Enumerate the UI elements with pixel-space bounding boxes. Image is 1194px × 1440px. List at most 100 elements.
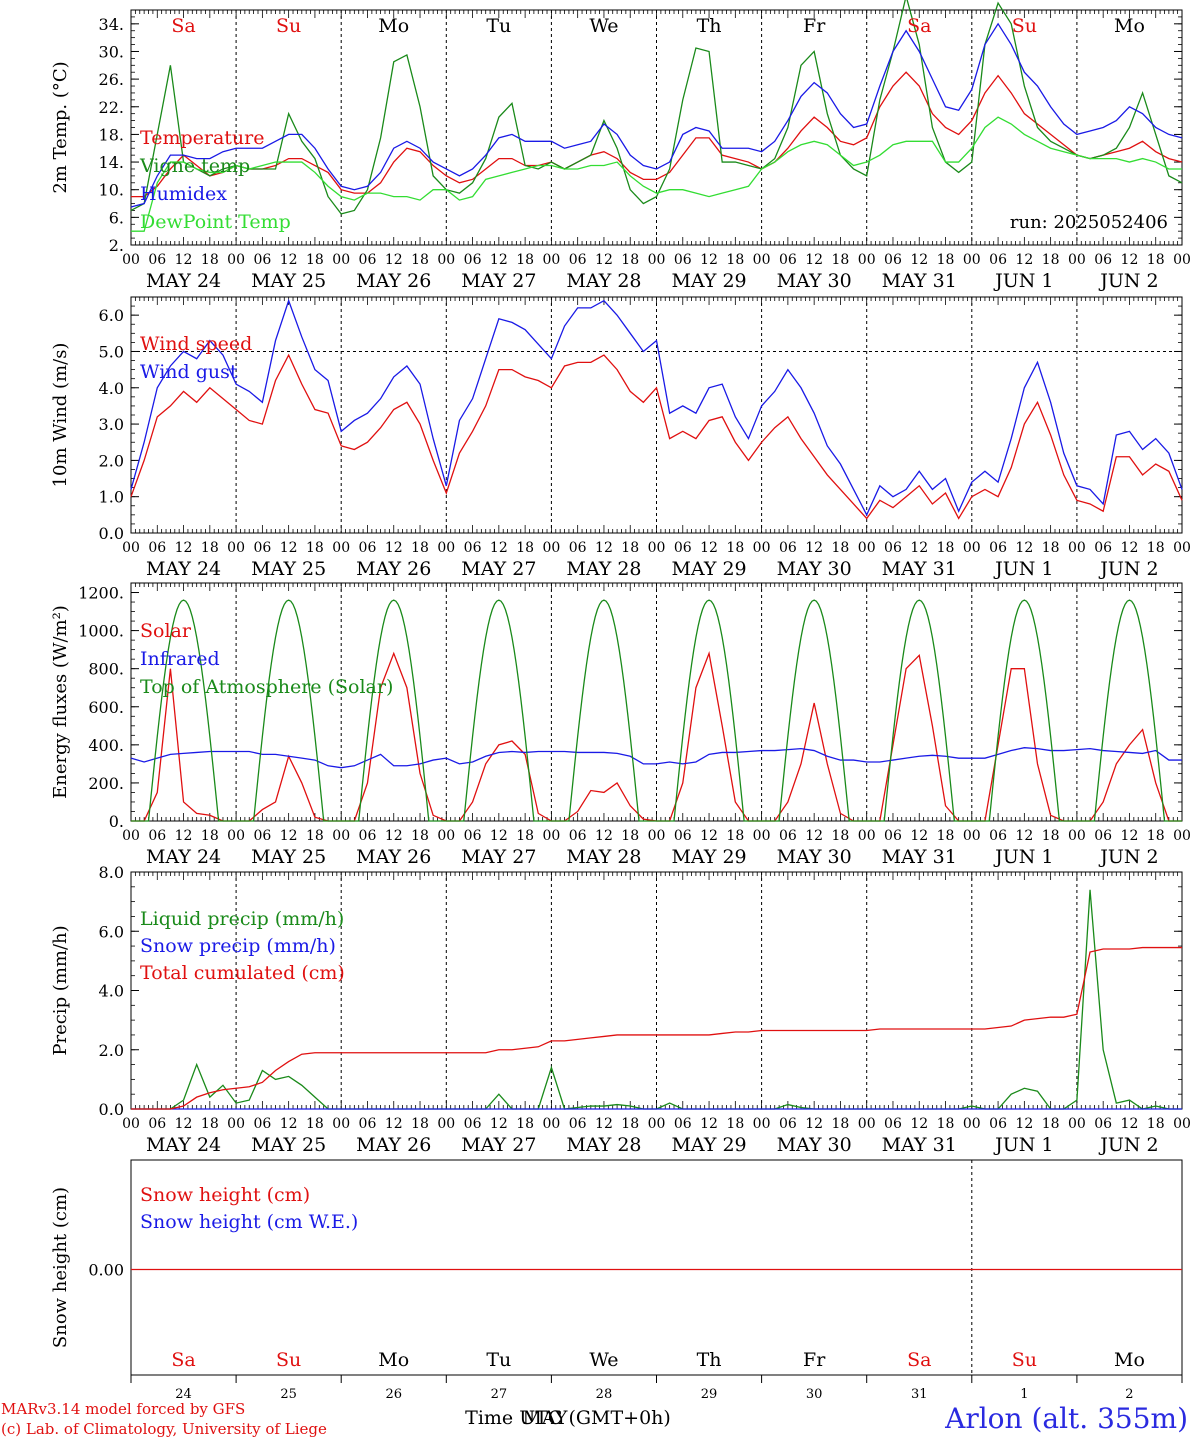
date-label: MAY 30 [777, 846, 852, 868]
y-axis-label: Energy fluxes (W/m²) [50, 605, 71, 799]
hour-tick-label: 12 [805, 540, 823, 556]
y-tick-label: 2.0 [99, 1041, 124, 1060]
hour-tick-label: 00 [332, 1116, 350, 1132]
hour-tick-label: 18 [832, 828, 850, 844]
y-tick-label: 3.0 [99, 415, 124, 434]
date-label: MAY 31 [882, 846, 957, 868]
hour-tick-label: 06 [359, 540, 377, 556]
short-date-label: 27 [491, 1387, 508, 1402]
hour-tick-label: 12 [1121, 540, 1139, 556]
hour-tick-label: 06 [464, 828, 482, 844]
y-tick-label: 200. [88, 774, 124, 793]
hour-tick-label: 12 [385, 252, 403, 268]
short-date-label: 28 [596, 1387, 613, 1402]
day-name-bottom: Su [276, 1349, 301, 1371]
hour-tick-label: 00 [963, 1116, 981, 1132]
series-line-wind-0 [130, 353, 1183, 520]
hour-tick-label: 18 [1042, 1116, 1060, 1132]
run-annotation: run: 2025052406 [1010, 212, 1168, 233]
hour-tick-label: 00 [542, 1116, 560, 1132]
hour-tick-label: 06 [674, 540, 692, 556]
hour-tick-label: 12 [280, 540, 298, 556]
legend-entry: Humidex [140, 183, 227, 205]
short-date-label: 31 [911, 1387, 928, 1402]
date-label: JUN 2 [1098, 270, 1158, 292]
hour-tick-label: 12 [175, 1116, 193, 1132]
hour-tick-label: 06 [779, 540, 797, 556]
hour-tick-label: 00 [858, 252, 876, 268]
hour-tick-label: 00 [753, 252, 771, 268]
hour-tick-label: 18 [726, 1116, 744, 1132]
hour-tick-label: 00 [542, 540, 560, 556]
y-axis-label: Snow height (cm) [50, 1187, 71, 1348]
legend-entry: Top of Atmosphere (Solar) [140, 676, 393, 698]
y-tick-label: 22. [99, 98, 124, 117]
hour-tick-label: 18 [832, 252, 850, 268]
hour-tick-label: 12 [595, 252, 613, 268]
day-name-bottom: Tu [486, 1349, 511, 1371]
hour-tick-label: 18 [937, 1116, 955, 1132]
y-tick-label: 800. [88, 660, 124, 679]
date-label: JUN 2 [1098, 558, 1158, 580]
hour-tick-label: 12 [1015, 540, 1033, 556]
hour-tick-label: 06 [1094, 252, 1112, 268]
date-label: MAY 24 [146, 1134, 221, 1156]
hour-tick-label: 06 [253, 252, 271, 268]
hour-tick-label: 06 [989, 1116, 1007, 1132]
short-date-label: 30 [806, 1387, 823, 1402]
hour-tick-label: 06 [464, 252, 482, 268]
hour-tick-label: 06 [779, 252, 797, 268]
date-label: MAY 29 [671, 846, 746, 868]
hour-tick-label: 00 [227, 540, 245, 556]
hour-tick-label: 12 [700, 252, 718, 268]
hour-tick-label: 12 [700, 540, 718, 556]
short-date-label: 29 [701, 1387, 718, 1402]
legend-entry: Wind gust [140, 361, 238, 383]
hour-tick-label: 06 [148, 828, 166, 844]
panel-frame-energy [130, 582, 1183, 822]
hour-tick-label: 18 [201, 252, 219, 268]
day-name-top: We [589, 15, 618, 37]
hour-tick-label: 12 [280, 252, 298, 268]
hour-tick-label: 06 [359, 252, 377, 268]
y-tick-label: 34. [99, 15, 124, 34]
hour-tick-label: 00 [332, 828, 350, 844]
series-line-temperature-0 [131, 71, 1183, 198]
hour-tick-label: 00 [648, 1116, 666, 1132]
hour-tick-label: 06 [674, 252, 692, 268]
hour-tick-label: 06 [989, 540, 1007, 556]
date-label: MAY 24 [146, 270, 221, 292]
hour-tick-label: 18 [411, 1116, 429, 1132]
hour-tick-label: 06 [989, 252, 1007, 268]
day-name-bottom: Sa [171, 1349, 195, 1371]
y-tick-label: 0. [109, 812, 124, 831]
hour-tick-label: 00 [542, 828, 560, 844]
hour-tick-label: 18 [1147, 1116, 1165, 1132]
hour-tick-label: 00 [122, 828, 140, 844]
short-date-label: 24 [175, 1387, 192, 1402]
hour-tick-label: 18 [621, 252, 639, 268]
hour-tick-label: 06 [779, 828, 797, 844]
day-name-bottom: Fr [803, 1349, 826, 1371]
hour-tick-label: 06 [359, 828, 377, 844]
hour-tick-label: 06 [253, 828, 271, 844]
hour-tick-label: 12 [910, 540, 928, 556]
series-line-precip-2 [131, 946, 1182, 1110]
hour-tick-label: 18 [306, 828, 324, 844]
hour-tick-label: 06 [884, 828, 902, 844]
hour-tick-label: 12 [385, 1116, 403, 1132]
y-tick-label: 4.0 [99, 379, 124, 398]
date-label: MAY 27 [461, 558, 536, 580]
hour-tick-label: 12 [490, 252, 508, 268]
hour-tick-label: 06 [569, 252, 587, 268]
date-label: MAY 26 [356, 270, 431, 292]
time-axis-label: Time UTC (GMT+0h) [465, 1407, 671, 1429]
date-label: MAY 29 [671, 558, 746, 580]
hour-tick-label: 18 [1042, 252, 1060, 268]
hour-tick-label: 18 [201, 828, 219, 844]
hour-tick-label: 00 [122, 252, 140, 268]
short-date-label: 25 [280, 1387, 297, 1402]
short-date-label: 26 [385, 1387, 402, 1402]
hour-tick-label: 00 [227, 828, 245, 844]
